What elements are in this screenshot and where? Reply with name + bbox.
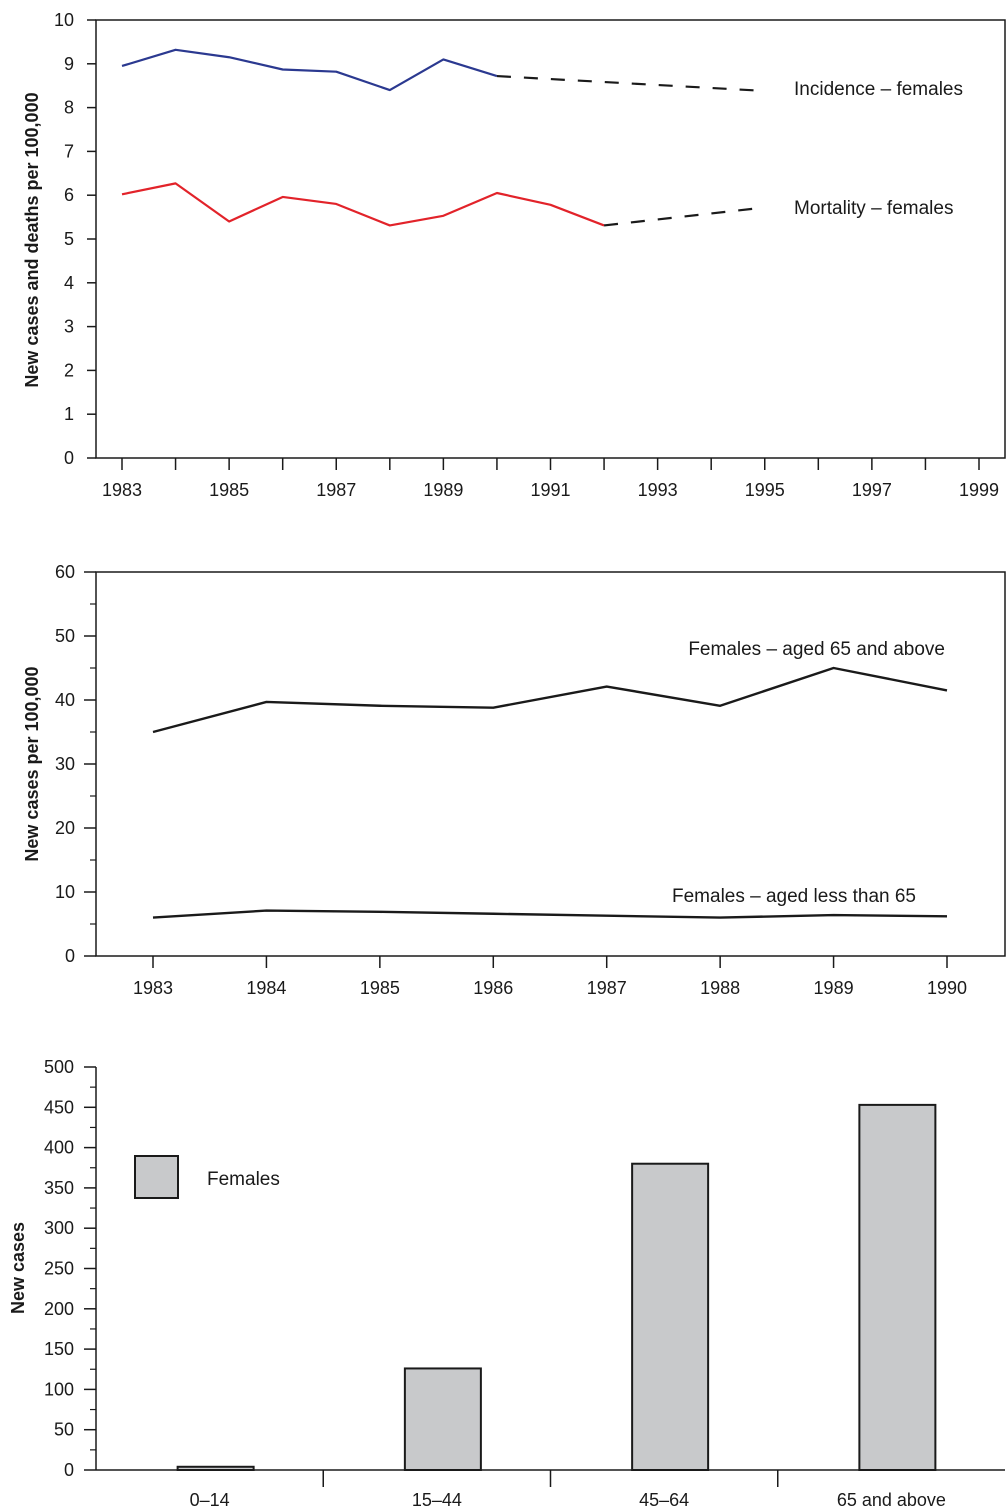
chart1-x-tick-label: 1995: [745, 480, 785, 500]
chart1-series: [121, 48, 765, 227]
chart3-y-tick-label: 350: [44, 1178, 74, 1198]
chart1-y-tick-label: 8: [64, 98, 74, 118]
chart3-x-axis: 0–14 15–44 45–64 65 and above: [190, 1470, 946, 1510]
chart1-x-tick-label: 1999: [959, 480, 999, 500]
chart2-y-tick-label: 40: [55, 690, 75, 710]
chart1-y-tick-label: 7: [64, 141, 74, 161]
chart2-65-and-above-line: [152, 666, 948, 734]
chart2-x-axis: 1983 1984 1985 1986 1987 1988 1989 1990: [133, 956, 967, 998]
chart-incidence-mortality: 0 1 2 3 4 5 6 7 8 9 10 1983 1985 1987 1989 1991 1993 199…: [22, 10, 1006, 500]
chart1-incidence-line: [121, 48, 498, 92]
chart3-bars: [176, 1103, 937, 1472]
chart2-series: [152, 666, 948, 919]
chart3-y-tick-label: 300: [44, 1218, 74, 1238]
chart2-x-tick-label: 1983: [133, 978, 173, 998]
chart1-series-label-mortality: Mortality – females: [794, 198, 953, 219]
chart2-y-tick-label: 10: [55, 882, 75, 902]
chart1-y-tick-label: 6: [64, 185, 74, 205]
chart2-x-tick-label: 1985: [360, 978, 400, 998]
chart3-x-tick-label: 45–64: [639, 1490, 689, 1510]
chart3-y-tick-label: 250: [44, 1259, 74, 1279]
chart2-series-label-65-and-above: Females – aged 65 and above: [688, 639, 945, 660]
chart1-y-tick-label: 4: [64, 273, 74, 293]
chart1-y-tick-label: 10: [54, 10, 74, 30]
chart1-mortality-projection: [603, 206, 765, 227]
chart1-y-tick-label: 0: [64, 448, 74, 468]
chart3-legend-label: Females: [207, 1169, 280, 1190]
chart3-y-tick-label: 50: [54, 1420, 74, 1440]
chart2-less-than-65-line: [152, 909, 948, 919]
chart2-y-axis: 0 10 20 30 40 50 60: [55, 562, 96, 966]
chart2-x-tick-label: 1990: [927, 978, 967, 998]
chart1-y-axis-label: New cases and deaths per 100,000: [22, 92, 42, 387]
chart2-y-axis-label: New cases per 100,000: [22, 666, 42, 861]
chart1-x-tick-label: 1997: [852, 480, 892, 500]
chart1-incidence-projection: [496, 74, 765, 93]
chart2-y-tick-label: 60: [55, 562, 75, 582]
chart3-y-tick-label: 100: [44, 1379, 74, 1399]
chart2-series-label-less-than-65: Females – aged less than 65: [672, 886, 916, 907]
chart-age-groups-bar: 0 50 100 150 200 250 300 350 400 450 500 0–14 15–44…: [8, 1057, 1005, 1510]
chart3-x-tick-label: 0–14: [190, 1490, 230, 1510]
chart1-x-axis: 1983 1985 1987 1989 1991 1993 1995 1997 1999: [102, 458, 999, 500]
chart3-x-tick-label: 15–44: [412, 1490, 462, 1510]
chart3-legend-swatch: [134, 1155, 179, 1199]
chart2-x-tick-label: 1986: [473, 978, 513, 998]
chart2-x-tick-label: 1984: [246, 978, 286, 998]
chart3-bar: [403, 1367, 482, 1471]
chart1-y-tick-label: 2: [64, 360, 74, 380]
chart3-bar: [858, 1103, 937, 1471]
chart1-y-axis: 0 1 2 3 4 5 6 7 8 9 10: [54, 10, 96, 468]
chart3-y-tick-label: 400: [44, 1138, 74, 1158]
chart3-y-tick-label: 450: [44, 1097, 74, 1117]
chart2-y-tick-label: 0: [65, 946, 75, 966]
chart3-bar: [631, 1162, 710, 1471]
chart1-x-tick-label: 1983: [102, 480, 142, 500]
chart1-x-tick-label: 1987: [316, 480, 356, 500]
chart2-y-tick-label: 20: [55, 818, 75, 838]
chart3-y-tick-label: 200: [44, 1299, 74, 1319]
chart3-x-tick-label: 65 and above: [837, 1490, 946, 1510]
chart3-y-axis: 0 50 100 150 200 250 300 350 400 450 500: [44, 1057, 96, 1480]
chart1-x-tick-label: 1985: [209, 480, 249, 500]
chart2-x-tick-label: 1989: [814, 978, 854, 998]
chart3-bar: [176, 1465, 255, 1472]
chart2-x-tick-label: 1988: [700, 978, 740, 998]
chart2-y-tick-label: 30: [55, 754, 75, 774]
chart3-y-axis-label: New cases: [8, 1222, 28, 1314]
chart2-y-tick-label: 50: [55, 626, 75, 646]
chart3-y-tick-label: 0: [64, 1460, 74, 1480]
chart1-y-tick-label: 3: [64, 317, 74, 337]
chart1-y-tick-label: 9: [64, 54, 74, 74]
chart3-y-tick-label: 500: [44, 1057, 74, 1077]
chart1-mortality-line: [121, 182, 605, 227]
chart1-x-tick-label: 1991: [530, 480, 570, 500]
chart1-y-tick-label: 5: [64, 229, 74, 249]
chart1-y-tick-label: 1: [64, 404, 74, 424]
chart3-y-tick-label: 150: [44, 1339, 74, 1359]
chart2-x-tick-label: 1987: [587, 978, 627, 998]
chart1-x-tick-label: 1989: [423, 480, 463, 500]
chart1-series-label-incidence: Incidence – females: [794, 79, 963, 100]
chart1-x-tick-label: 1993: [638, 480, 678, 500]
